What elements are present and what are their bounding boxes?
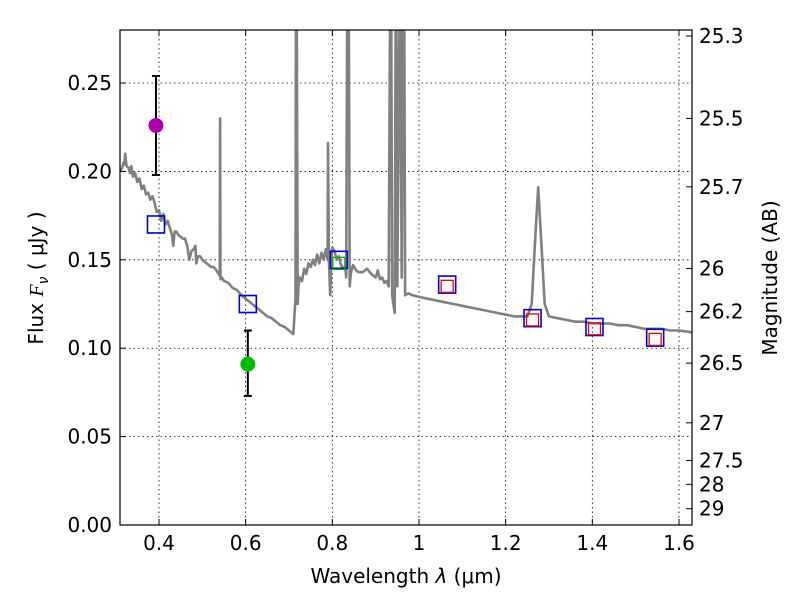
plot-frame: [119, 29, 693, 526]
observed-photometry-square: [648, 332, 662, 347]
y2-tick-label: 29: [699, 497, 724, 521]
y2-tick-label: 25.7: [699, 175, 744, 199]
y-tick-label: 0.05: [67, 425, 112, 449]
y-tick-label: 0.15: [67, 248, 112, 272]
model-photometry-square: [238, 294, 258, 314]
observed-photometry-square: [440, 279, 454, 293]
y-axis-title-symbol: F: [26, 284, 48, 298]
observed-photometry-square: [332, 256, 346, 271]
x-tick-label: 1.4: [576, 531, 608, 555]
y2-tick-label: 25.3: [699, 24, 744, 48]
y2-axis-title: Magnitude (AB): [758, 200, 782, 355]
y-tick-label: 0.10: [67, 336, 112, 360]
y2-tick-label: 27: [699, 411, 724, 435]
model-photometry-square: [645, 328, 665, 347]
y-axis-title-unit: ( μJy ): [24, 211, 48, 276]
measurement-point: [148, 117, 164, 133]
axis-ticks: 0.4 0.6 0.8 1 1.2 1.4 1.6 0.00 0.05 0.10 0.15 0.20 0…: [67, 24, 743, 555]
y2-tick-label: 25.5: [699, 106, 744, 130]
y2-tick-label: 26.2: [699, 300, 744, 324]
y2-tick-label: 28: [699, 472, 724, 496]
x-tick-label: 1: [413, 531, 426, 555]
x-axis-title-symbol: λ: [434, 564, 447, 588]
plot-area: [120, 30, 692, 397]
x-axis-title: Wavelength λ (μm): [310, 564, 501, 588]
grid-lines: [120, 30, 692, 525]
observed-photometry-square: [587, 322, 602, 336]
model-spectrum-line: [120, 30, 692, 336]
measurement-point: [240, 356, 256, 372]
y-tick-label: 0.20: [67, 159, 112, 183]
model-photometry-square: [437, 275, 457, 294]
y-axis-title-prefix: Flux: [24, 297, 48, 345]
model-photometry-square: [585, 317, 604, 337]
model-photometry-square: [329, 250, 349, 270]
x-axis-title-prefix: Wavelength: [310, 564, 435, 588]
model-photometry-square: [146, 215, 166, 234]
y2-tick-label: 27.5: [699, 448, 744, 472]
x-tick-label: 0.8: [316, 531, 348, 555]
model-photometry-square: [523, 308, 542, 328]
y-tick-label: 0.00: [67, 513, 112, 537]
y-tick-label: 0.25: [67, 71, 112, 95]
y-axis-title-subscript: ν: [36, 276, 52, 284]
y2-tick-label: 26.5: [699, 351, 744, 375]
x-tick-label: 1.6: [663, 531, 695, 555]
observed-photometry-square: [525, 313, 540, 327]
y2-tick-label: 26: [699, 256, 724, 280]
x-tick-label: 0.4: [143, 531, 175, 555]
y-axis-title: Flux Fν ( μJy ): [24, 211, 52, 344]
x-tick-label: 0.6: [230, 531, 262, 555]
x-tick-label: 1.2: [490, 531, 522, 555]
x-axis-title-unit: (μm): [447, 564, 501, 588]
